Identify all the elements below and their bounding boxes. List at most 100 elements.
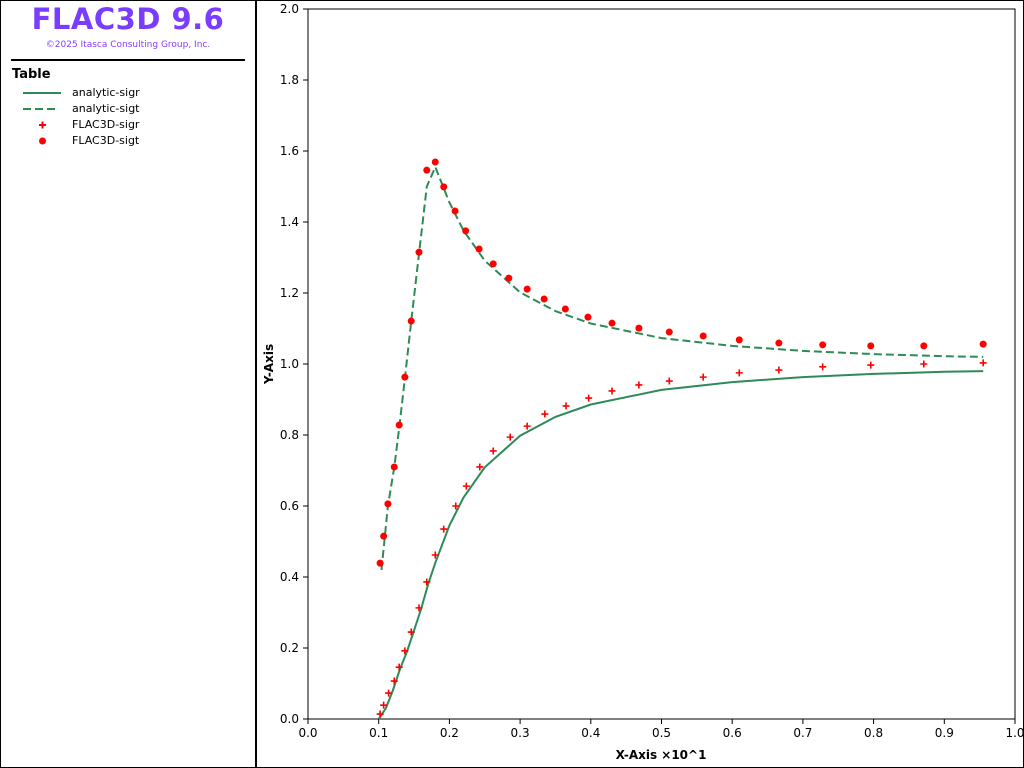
dot-marker-icon [39, 137, 46, 145]
point-flac3d-sigt [407, 317, 415, 325]
y-tick-label: 0.8 [280, 428, 299, 442]
point-flac3d-sigt [390, 463, 398, 471]
chart: 0.0 0.1 0.2 0.3 0.4 0.5 0.6 0.7 0.8 0.9 1.0 0.0 0.2 0… [262, 2, 1023, 762]
y-tick-label: 0.4 [280, 570, 299, 584]
copyright: ©2025 Itasca Consulting Group, Inc. [45, 40, 211, 50]
point-flac3d-sigt [635, 324, 643, 332]
point-flac3d-sigt [523, 285, 531, 293]
x-tick-label: 0.5 [652, 726, 671, 740]
x-tick-label: 0.1 [369, 726, 388, 740]
legend-item-flac3d-sigt: FLAC3D-sigt [22, 133, 242, 149]
x-axis-label: X-Axis ×10^1 [616, 748, 707, 762]
point-flac3d-sigt [867, 342, 875, 350]
point-flac3d-sigr [440, 525, 448, 533]
plot-frame [307, 8, 1016, 720]
point-flac3d-sigt [431, 158, 439, 166]
point-flac3d-sigr [390, 677, 398, 685]
x-tick-label: 0.6 [723, 726, 742, 740]
y-tick-label: 1.0 [280, 357, 299, 371]
series-line-analytic-sigr [377, 370, 984, 720]
x-tick-label: 0.0 [298, 726, 317, 740]
series-line-analytic-sigt [380, 164, 984, 570]
point-flac3d-sigt [423, 166, 431, 174]
point-flac3d-sigr [489, 447, 497, 455]
divider [11, 59, 245, 61]
x-tick-label: 0.7 [793, 726, 812, 740]
legend-item-analytic-sigr: analytic-sigr [22, 85, 242, 101]
y-tick-label: 1.8 [280, 73, 299, 87]
point-flac3d-sigt [440, 183, 448, 191]
point-flac3d-sigr [523, 422, 531, 430]
point-flac3d-sigr [979, 359, 987, 367]
x-tick-label: 0.9 [935, 726, 954, 740]
point-flac3d-sigt [505, 274, 513, 282]
point-flac3d-sigr [423, 578, 431, 586]
legend-panel: FLAC3D 9.6 ©2025 Itasca Consulting Group… [0, 0, 257, 767]
point-flac3d-sigt [462, 227, 470, 235]
point-flac3d-sigr [452, 502, 460, 510]
point-flac3d-sigt [380, 532, 388, 540]
legend-label: analytic-sigt [72, 102, 140, 115]
legend-label: analytic-sigr [72, 86, 140, 99]
point-flac3d-sigt [819, 341, 827, 349]
point-flac3d-sigr [407, 628, 415, 636]
point-flac3d-sigt [608, 319, 616, 327]
legend-label: FLAC3D-sigt [72, 134, 140, 147]
point-flac3d-sigr [376, 710, 384, 718]
point-flac3d-sigr [462, 482, 470, 490]
y-tick-label: 0.2 [280, 641, 299, 655]
point-flac3d-sigr [541, 410, 549, 418]
point-flac3d-sigt [401, 373, 409, 381]
point-flac3d-sigt [775, 339, 783, 347]
point-flac3d-sigt [561, 305, 569, 313]
point-flac3d-sigt [415, 248, 423, 256]
plus-marker-icon [39, 121, 46, 129]
legend-label: FLAC3D-sigr [72, 118, 140, 131]
point-flac3d-sigt [920, 342, 928, 350]
y-tick-label: 0.6 [280, 499, 299, 513]
point-flac3d-sigt [489, 260, 497, 268]
point-flac3d-sigr [385, 689, 393, 697]
point-flac3d-sigt [665, 328, 673, 336]
point-flac3d-sigr [562, 402, 570, 410]
point-flac3d-sigt [584, 313, 592, 321]
point-flac3d-sigr [920, 360, 928, 368]
point-flac3d-sigr [819, 363, 827, 371]
y-axis-label: Y-Axis [262, 344, 276, 385]
point-flac3d-sigt [540, 295, 548, 303]
y-tick-label: 1.2 [280, 286, 299, 300]
y-tick-label: 1.4 [280, 215, 299, 229]
x-tick-label: 0.4 [581, 726, 600, 740]
point-flac3d-sigr [401, 647, 409, 655]
point-flac3d-sigt [735, 336, 743, 344]
legend-item-flac3d-sigr: FLAC3D-sigr [22, 117, 242, 133]
point-flac3d-sigr [415, 604, 423, 612]
point-flac3d-sigr [699, 373, 707, 381]
point-flac3d-sigr [380, 701, 388, 709]
x-tick-label: 0.2 [440, 726, 459, 740]
point-flac3d-sigr [476, 463, 484, 471]
point-flac3d-sigr [585, 394, 593, 402]
y-tick-label: 1.6 [280, 144, 299, 158]
dashed-line-icon [23, 108, 57, 110]
x-tick-label: 1.0 [1005, 726, 1023, 740]
point-flac3d-sigt [384, 500, 392, 508]
point-flac3d-sigr [608, 387, 616, 395]
point-flac3d-sigr [395, 663, 403, 671]
point-flac3d-sigr [735, 369, 743, 377]
app-title: FLAC3D 9.6 [31, 2, 225, 36]
point-flac3d-sigt [979, 340, 987, 348]
legend-title: Table [12, 67, 51, 82]
point-flac3d-sigt [699, 332, 707, 340]
y-tick-label: 2.0 [280, 2, 299, 16]
point-flac3d-sigt [475, 245, 483, 253]
solid-line-icon [23, 92, 61, 94]
point-flac3d-sigt [451, 207, 459, 215]
x-tick-label: 0.8 [864, 726, 883, 740]
x-tick-label: 0.3 [511, 726, 530, 740]
point-flac3d-sigr [431, 551, 439, 559]
y-tick-label: 0.0 [280, 712, 299, 726]
point-flac3d-sigt [395, 421, 403, 429]
point-flac3d-sigt [376, 559, 384, 567]
point-flac3d-sigr [775, 366, 783, 374]
